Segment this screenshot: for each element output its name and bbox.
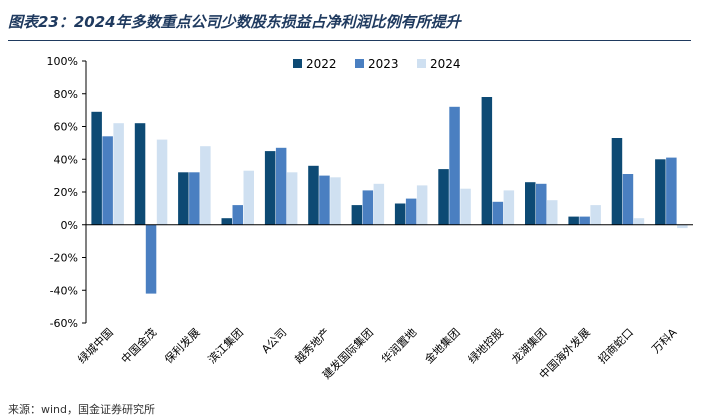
legend-label-2024: 2024: [430, 57, 461, 71]
bar-2023-8: [449, 106, 460, 225]
y-tick-label: 0%: [61, 219, 78, 232]
bar-2023-13: [666, 157, 677, 225]
bar-2024-8: [460, 188, 471, 225]
bar-2022-13: [655, 159, 666, 225]
bar-2022-0: [91, 111, 102, 225]
x-category-label: 滨江集团: [205, 325, 246, 366]
y-tick-label: -40%: [50, 284, 78, 297]
bar-2022-12: [611, 138, 623, 225]
bar-2022-11: [568, 216, 579, 225]
bar-2024-2: [200, 146, 211, 225]
bar-2022-8: [438, 169, 449, 225]
x-category-label: 金地集团: [422, 325, 463, 366]
bar-2023-7: [405, 198, 417, 225]
bar-2023-1: [145, 224, 157, 294]
bar-2023-10: [536, 183, 547, 225]
y-tick-label: 40%: [54, 153, 78, 166]
legend-label-2022: 2022: [306, 57, 337, 71]
x-category-label: 龙湖集团: [508, 325, 549, 366]
x-category-label: 万科A: [649, 325, 680, 356]
chart-title: 图表23：2024年多数重点公司少数股东损益占净利润比例有所提升: [8, 13, 461, 31]
bar-2022-4: [264, 151, 276, 225]
bar-2024-1: [156, 139, 168, 225]
bar-2023-11: [579, 216, 590, 225]
y-tick-label: 60%: [54, 121, 78, 134]
bar-2024-12: [633, 218, 645, 225]
x-category-label: 招商蛇口: [595, 325, 636, 366]
y-tick-label: 80%: [54, 88, 78, 101]
bar-2023-6: [362, 190, 374, 225]
x-category-label: 绿城中国: [75, 325, 116, 366]
x-category-label: 越秀地产: [292, 325, 333, 366]
bar-2022-10: [525, 182, 536, 225]
bar-2022-6: [351, 205, 363, 225]
bar-2024-0: [113, 123, 124, 225]
bar-2024-7: [416, 185, 428, 225]
x-category-label: A公司: [259, 326, 289, 356]
bar-2024-9: [503, 190, 515, 225]
legend-swatch-2022: [293, 59, 302, 68]
y-tick-label: 20%: [54, 186, 78, 199]
source-note: 来源：wind，国金证券研究所: [8, 403, 156, 416]
bar-2024-10: [547, 200, 558, 225]
bar-2023-9: [492, 201, 504, 225]
bar-2022-5: [308, 165, 319, 225]
bar-2022-2: [178, 172, 189, 225]
bar-2024-13: [677, 224, 688, 229]
title-divider: [8, 40, 691, 41]
bar-2023-5: [319, 175, 330, 225]
y-tick-label: -20%: [50, 252, 78, 265]
legend-label-2023: 2023: [368, 57, 399, 71]
bar-2024-3: [243, 170, 254, 225]
bar-2023-4: [275, 147, 287, 225]
bar-2024-11: [590, 205, 601, 225]
x-category-label: 保利发展: [162, 325, 203, 366]
bar-2023-12: [622, 174, 634, 225]
legend-swatch-2024: [417, 59, 426, 68]
bar-2023-2: [189, 172, 200, 225]
y-tick-label: -60%: [50, 317, 78, 330]
bar-2023-0: [102, 136, 113, 225]
bar-2024-6: [373, 183, 385, 225]
bar-2022-1: [134, 123, 146, 225]
bar-2022-9: [481, 97, 493, 225]
bar-2023-3: [232, 205, 243, 225]
x-category-label: 华润置地: [378, 325, 419, 366]
bar-2022-3: [221, 218, 232, 225]
bar-2022-7: [394, 203, 406, 225]
x-category-label: 中国金茂: [118, 325, 159, 366]
legend-swatch-2023: [355, 59, 364, 68]
bar-2024-4: [286, 172, 298, 225]
bar-2024-5: [330, 177, 341, 225]
y-tick-label: 100%: [47, 55, 78, 68]
x-category-label: 绿地控股: [465, 325, 506, 366]
